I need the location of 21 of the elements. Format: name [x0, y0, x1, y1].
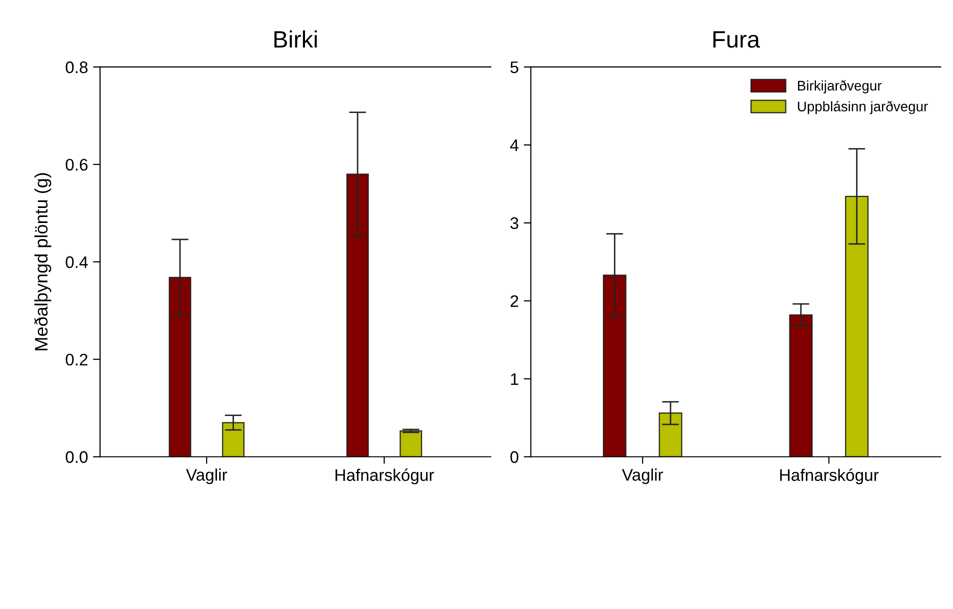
x-tick-label: Vaglir — [186, 468, 228, 484]
y-tick-label: 0.0 — [66, 451, 88, 463]
y-tick-label: 0 — [510, 451, 518, 463]
legend-label: Uppblásinn jarðvegur — [798, 100, 928, 114]
y-tick-label: 0.2 — [66, 354, 88, 366]
y-tick-label: 3 — [510, 217, 518, 230]
y-tick-label: 5 — [510, 62, 518, 74]
legend-label: Birkijarðvegur — [798, 80, 882, 94]
x-tick-label: Hafnarskógur — [336, 468, 434, 484]
bar — [400, 430, 422, 457]
y-tick-label: 0.6 — [66, 158, 88, 171]
x-tick-label: Hafnarskógur — [780, 468, 879, 484]
y-tick-label: 0.8 — [66, 61, 88, 74]
x-tick-label: Vaglir — [622, 468, 663, 484]
y-tick-label: 2 — [510, 295, 518, 307]
y-axis-title: Meðalþyngd plöntu (g) — [34, 173, 52, 350]
y-tick-label: 4 — [510, 140, 519, 151]
chart-title: Fura — [713, 31, 760, 48]
chart-title: Birki — [274, 30, 317, 48]
y-tick-label: 1 — [511, 373, 518, 385]
y-tick-label: 0.4 — [66, 256, 88, 268]
